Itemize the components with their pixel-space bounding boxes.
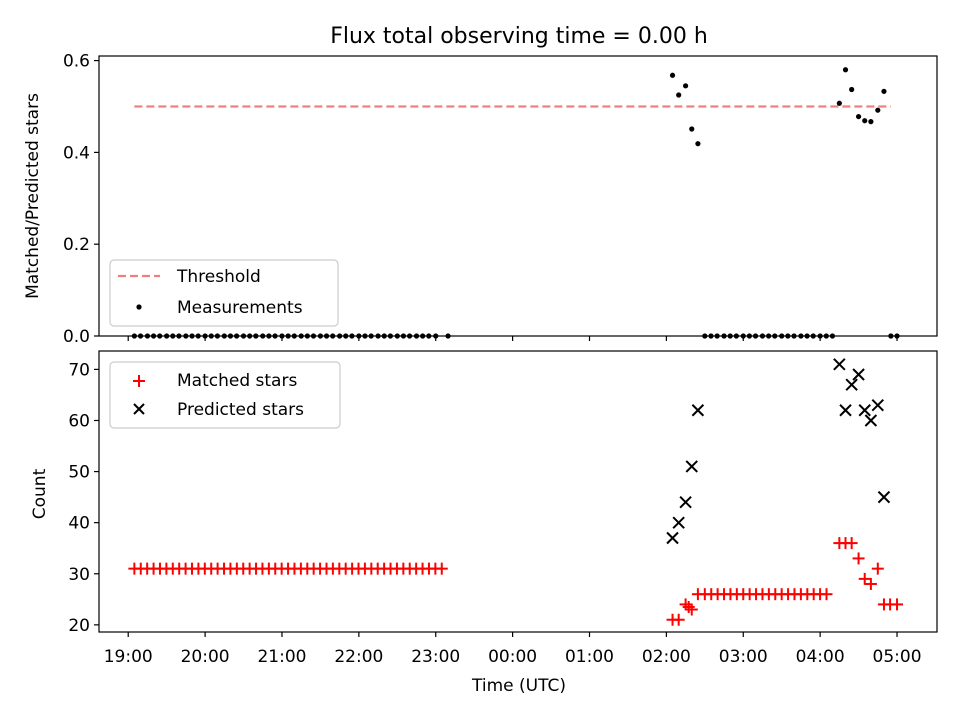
predicted-star-point — [845, 378, 858, 391]
predicted-star-point — [871, 398, 885, 412]
bottom-y-ticks: 20 30 40 50 60 70 — [68, 360, 99, 636]
top-panel: 0.0 0.2 0.4 0.6 Matched/Predicted stars Thr… — [23, 52, 938, 347]
predicted-star-point — [852, 368, 865, 381]
bottom-x-tick-label: 20:00 — [181, 647, 230, 667]
bottom-legend: Matched stars Predicted stars — [109, 361, 341, 429]
bottom-x-tick-label: 19:00 — [104, 647, 153, 667]
measurements-legend-label: Measurements — [177, 298, 303, 318]
matched-star-point — [691, 588, 704, 601]
measurement-point — [881, 88, 887, 94]
matched-stars-legend-label: Matched stars — [177, 371, 297, 391]
matched-star-point — [435, 562, 448, 575]
bottom-plot-area — [128, 358, 904, 626]
bottom-y-tick-label: 70 — [68, 360, 90, 380]
bottom-x-tick-label: 05:00 — [873, 647, 922, 667]
matched-star-point — [864, 577, 877, 590]
top-axes-frame — [98, 55, 938, 337]
measurement-point — [669, 72, 676, 78]
measurement-point — [849, 86, 855, 93]
matched-star-point — [682, 600, 695, 613]
top-y-tick-label: 0.6 — [63, 52, 90, 72]
bottom-y-tick-label: 50 — [68, 463, 90, 483]
top-y-tick-label: 0.2 — [63, 235, 90, 255]
bottom-y-tick-label: 60 — [68, 411, 90, 431]
matched-star-point — [672, 613, 685, 626]
predicted-star-point — [839, 404, 852, 417]
measurement-point — [689, 126, 695, 132]
top-y-ticks: 0.0 0.2 0.4 0.6 — [63, 52, 99, 347]
matched-star-point — [820, 588, 833, 601]
predicted-stars-legend-swatch — [133, 403, 145, 415]
bottom-x-ticks: 19:00 20:00 21:00 22:00 23:00 00:00 01:00 02:00… — [104, 632, 922, 667]
bottom-x-tick-label: 00:00 — [488, 647, 537, 667]
bottom-y-tick-label: 30 — [68, 565, 90, 585]
bottom-panel: 20 30 40 50 60 70 19:00 20:00 21:00 22:00 23:00 00… — [30, 350, 938, 696]
x-axis-label: Time (UTC) — [471, 676, 566, 696]
measurement-point — [683, 83, 689, 89]
predicted-star-point — [833, 358, 846, 371]
bottom-x-tick-label: 01:00 — [565, 647, 614, 667]
measurements-legend-swatch — [136, 304, 142, 310]
top-y-tick-label: 0.0 — [63, 327, 90, 347]
predicted-star-point — [679, 496, 692, 509]
bottom-x-tick-label: 23:00 — [411, 647, 460, 667]
matched-star-point — [685, 603, 698, 616]
predicted-star-point — [691, 404, 705, 417]
bottom-axes-frame — [98, 350, 938, 633]
predicted-star-point — [672, 516, 685, 529]
predicted-stars-legend-label: Predicted stars — [177, 400, 304, 420]
bottom-y-tick-label: 40 — [68, 514, 90, 534]
matched-star-point — [852, 552, 865, 565]
top-legend: Threshold Measurements — [109, 259, 339, 327]
bottom-x-tick-label: 04:00 — [796, 647, 845, 667]
bottom-x-tick-label: 03:00 — [719, 647, 768, 667]
matched-star-point — [858, 572, 871, 585]
measurement-point — [875, 107, 881, 113]
bottom-x-tick-label: 22:00 — [334, 647, 383, 667]
matched-star-point — [871, 562, 884, 575]
measurement-point — [868, 119, 874, 125]
predicted-star-point — [877, 490, 891, 504]
top-y-axis-label: Matched/Predicted stars — [23, 93, 43, 299]
measurement-point — [836, 100, 842, 106]
predicted-star-point — [685, 460, 698, 473]
measurement-point — [855, 113, 862, 120]
predicted-star-point — [858, 404, 871, 417]
bottom-x-tick-label: 02:00 — [642, 647, 691, 667]
top-legend-box — [109, 259, 339, 327]
measurement-point — [842, 67, 849, 73]
matched-star-point — [845, 537, 858, 550]
bottom-legend-box — [109, 361, 341, 429]
chart-title: Flux total observing time = 0.00 h — [330, 24, 708, 49]
bottom-y-axis-label: Count — [30, 468, 50, 519]
predicted-star-point — [864, 414, 878, 427]
top-y-tick-label: 0.4 — [63, 143, 90, 163]
measurement-point — [676, 92, 682, 98]
matched-stars-legend-swatch — [133, 375, 145, 387]
measurement-point — [862, 118, 868, 124]
predicted-star-point — [666, 531, 679, 545]
top-x-ticks — [127, 336, 898, 341]
measurement-point — [695, 141, 701, 147]
bottom-x-tick-label: 21:00 — [257, 647, 306, 667]
bottom-y-tick-label: 20 — [68, 616, 90, 636]
matched-star-point — [891, 598, 904, 611]
threshold-legend-label: Threshold — [176, 267, 261, 287]
